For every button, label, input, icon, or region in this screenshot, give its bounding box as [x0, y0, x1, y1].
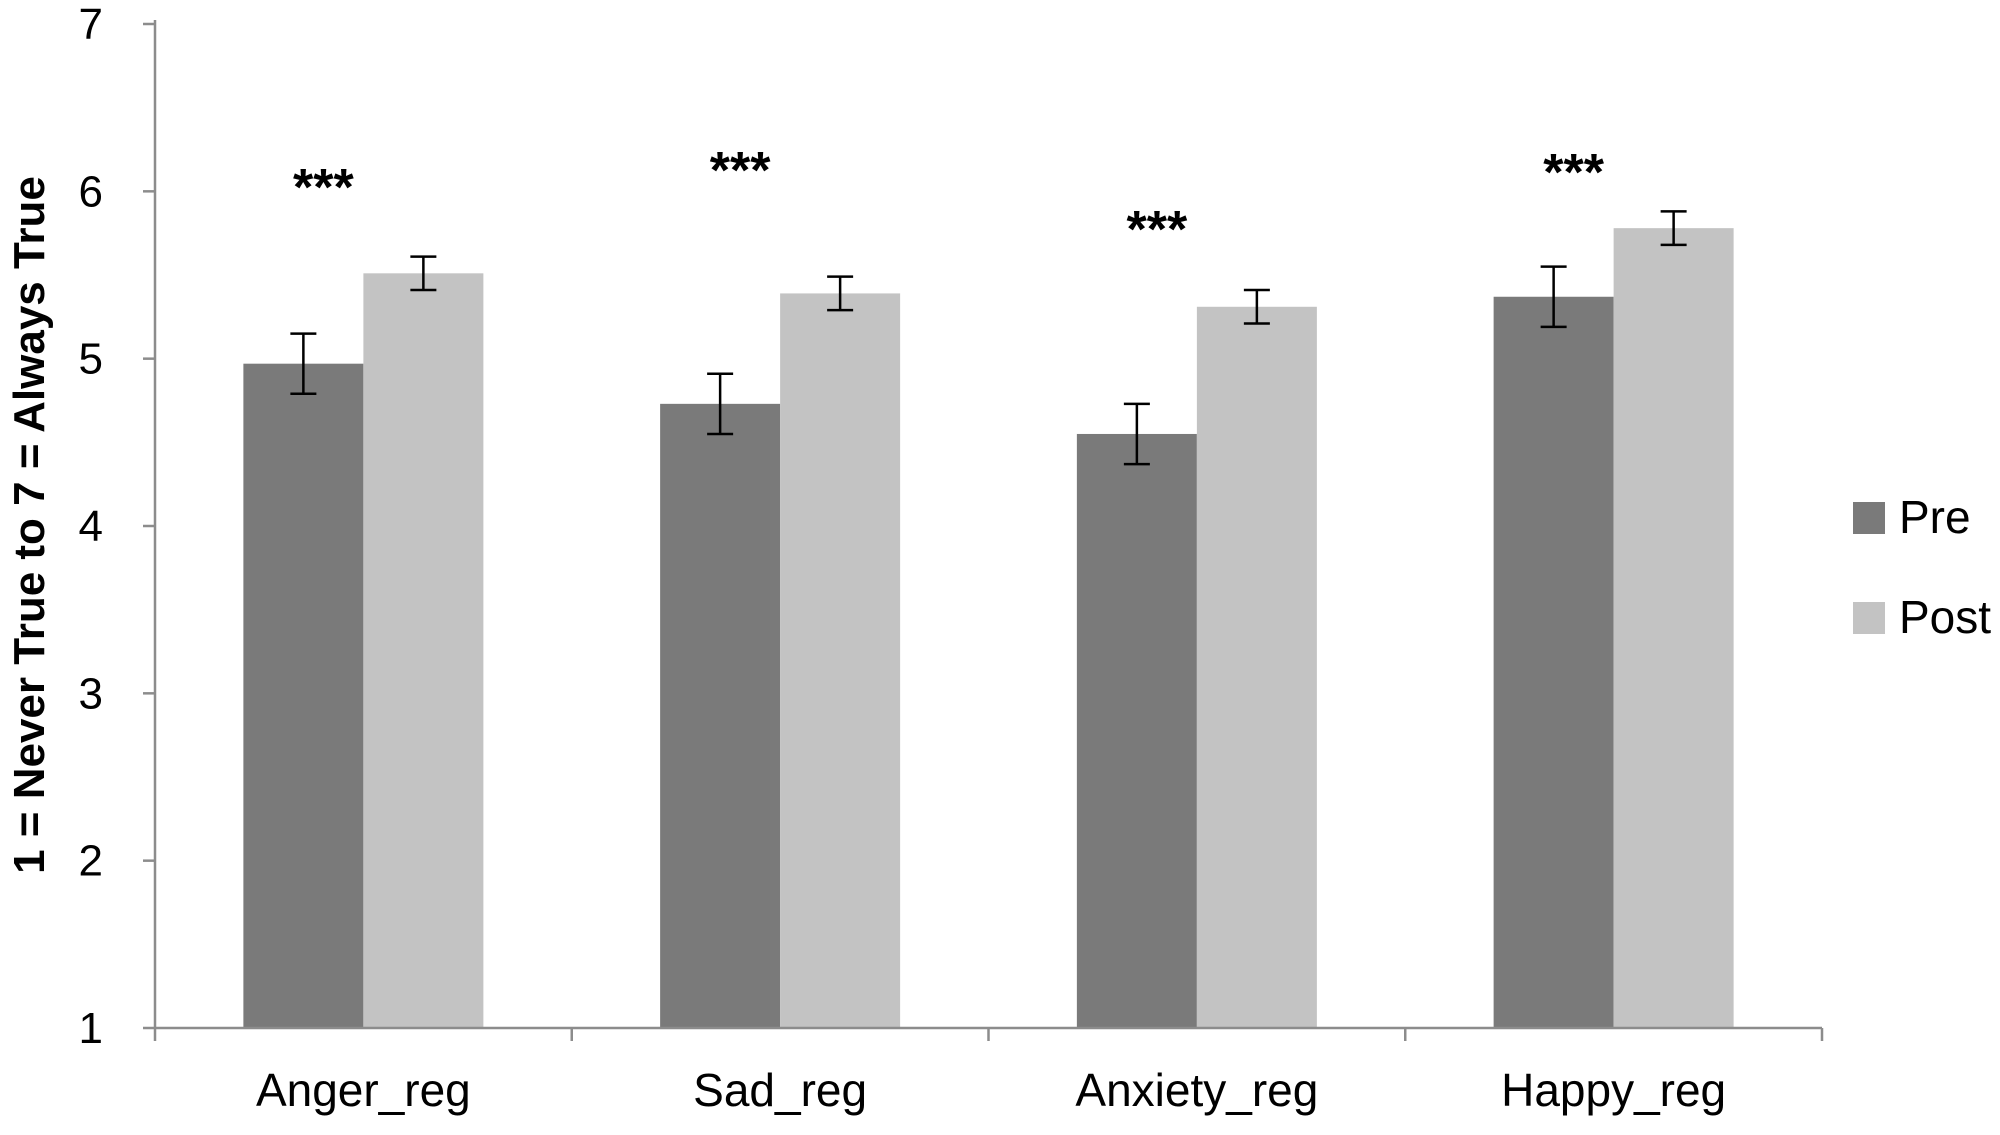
error-bar-post-happy-reg [1660, 210, 1687, 247]
bar-pre-anxiety-reg [1076, 433, 1197, 1028]
bar-post-anxiety-reg [1196, 306, 1317, 1028]
y-tick-label-2: 2 [79, 837, 103, 886]
legend-label-pre: Pre [1899, 491, 1971, 543]
y-tick-label-6: 6 [79, 167, 103, 216]
significance-label-happy-reg: *** [1543, 144, 1604, 202]
significance-label-anxiety-reg: *** [1127, 201, 1188, 259]
legend-swatch-pre [1853, 502, 1885, 534]
significance-label-anger-reg: *** [293, 159, 354, 217]
bars-group [243, 228, 1734, 1029]
error-bar-pre-anger-reg [290, 332, 317, 396]
y-tick-label-1: 1 [79, 1004, 103, 1053]
x-category-label-sad-reg: Sad_reg [693, 1064, 867, 1116]
y-axis-title: 1 = Never True to 7 = Always True [5, 176, 54, 874]
bar-pre-happy-reg [1493, 296, 1614, 1029]
y-tick-label-7: 7 [79, 0, 103, 49]
axes-group [143, 20, 1824, 1041]
y-tick-label-3: 3 [79, 669, 103, 718]
y-tick-label-4: 4 [79, 502, 103, 551]
bar-post-anger-reg [363, 273, 484, 1028]
error-bars-group [290, 210, 1687, 466]
bar-post-sad-reg [780, 293, 901, 1028]
error-bar-post-anger-reg [410, 255, 437, 292]
error-bar-pre-happy-reg [1540, 265, 1567, 329]
x-category-label-happy-reg: Happy_reg [1501, 1064, 1726, 1116]
bar-pre-anger-reg [243, 363, 364, 1029]
y-axis-title-group: 1 = Never True to 7 = Always True [5, 176, 54, 874]
legend: Pre Post [1853, 491, 1991, 643]
x-category-labels: Anger_reg Sad_reg Anxiety_reg Happy_reg [256, 1064, 1726, 1116]
y-tick-label-5: 5 [79, 335, 103, 384]
significance-label-sad-reg: *** [710, 142, 771, 200]
error-bar-pre-anxiety-reg [1123, 402, 1150, 466]
x-category-label-anger-reg: Anger_reg [256, 1064, 471, 1116]
legend-label-post: Post [1899, 591, 1991, 643]
error-bar-post-anxiety-reg [1243, 288, 1270, 325]
significance-annotations: *** *** *** *** [293, 142, 1605, 259]
error-bar-post-sad-reg [827, 275, 854, 312]
x-category-label-anxiety-reg: Anxiety_reg [1075, 1064, 1318, 1116]
bar-pre-sad-reg [660, 403, 781, 1028]
legend-item-post: Post [1853, 591, 1991, 643]
error-bar-pre-sad-reg [707, 372, 734, 436]
y-tick-labels: 1 2 3 4 5 6 7 [79, 0, 103, 1053]
legend-swatch-post [1853, 602, 1885, 634]
bar-post-happy-reg [1613, 228, 1734, 1028]
legend-item-pre: Pre [1853, 491, 1971, 543]
